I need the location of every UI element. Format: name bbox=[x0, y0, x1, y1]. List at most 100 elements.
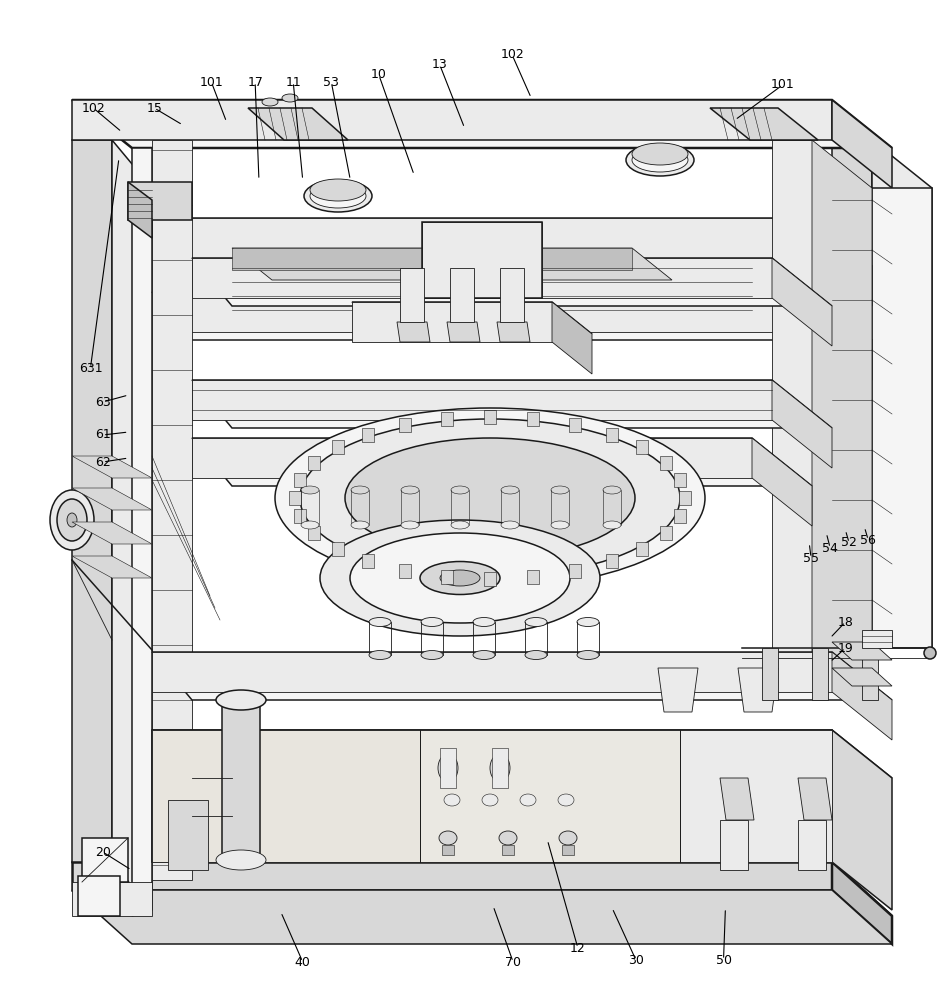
Polygon shape bbox=[812, 648, 828, 700]
Ellipse shape bbox=[345, 438, 635, 558]
Polygon shape bbox=[832, 668, 892, 686]
Polygon shape bbox=[680, 730, 832, 862]
Text: 40: 40 bbox=[295, 956, 310, 968]
Polygon shape bbox=[397, 322, 430, 342]
Polygon shape bbox=[862, 648, 878, 700]
Ellipse shape bbox=[216, 690, 266, 710]
Ellipse shape bbox=[559, 831, 577, 845]
Polygon shape bbox=[152, 730, 892, 778]
Bar bbox=[422, 222, 542, 298]
Bar bbox=[562, 845, 574, 855]
Ellipse shape bbox=[421, 650, 443, 660]
Polygon shape bbox=[128, 182, 192, 220]
Bar bbox=[331, 440, 344, 454]
Bar bbox=[679, 491, 691, 505]
Bar bbox=[527, 412, 540, 426]
Text: 19: 19 bbox=[838, 642, 853, 654]
Ellipse shape bbox=[320, 520, 600, 636]
Bar bbox=[568, 418, 581, 432]
Ellipse shape bbox=[451, 521, 469, 529]
Ellipse shape bbox=[350, 533, 570, 623]
Polygon shape bbox=[738, 668, 778, 712]
Text: 50: 50 bbox=[716, 954, 731, 966]
Ellipse shape bbox=[473, 650, 495, 660]
Text: 70: 70 bbox=[506, 956, 521, 968]
Ellipse shape bbox=[310, 184, 366, 208]
Polygon shape bbox=[812, 140, 872, 708]
Polygon shape bbox=[72, 862, 892, 916]
Polygon shape bbox=[192, 438, 812, 486]
Bar bbox=[500, 268, 524, 322]
Bar bbox=[674, 473, 686, 487]
Polygon shape bbox=[762, 648, 778, 700]
Ellipse shape bbox=[444, 794, 460, 806]
Bar bbox=[363, 554, 374, 568]
Text: 20: 20 bbox=[95, 846, 110, 858]
Bar bbox=[527, 570, 540, 584]
Ellipse shape bbox=[632, 143, 688, 165]
Bar bbox=[363, 428, 374, 442]
Ellipse shape bbox=[369, 617, 391, 626]
Polygon shape bbox=[420, 730, 680, 862]
Bar bbox=[441, 412, 452, 426]
Polygon shape bbox=[658, 668, 698, 712]
Bar bbox=[660, 526, 672, 540]
Bar bbox=[660, 456, 672, 470]
Polygon shape bbox=[720, 820, 748, 870]
Polygon shape bbox=[232, 248, 632, 270]
Polygon shape bbox=[447, 322, 480, 342]
Text: 10: 10 bbox=[371, 68, 387, 82]
Polygon shape bbox=[832, 100, 892, 188]
Polygon shape bbox=[152, 218, 872, 266]
Ellipse shape bbox=[421, 617, 443, 626]
Ellipse shape bbox=[275, 408, 705, 588]
Polygon shape bbox=[72, 556, 152, 578]
Text: 11: 11 bbox=[286, 76, 301, 89]
Ellipse shape bbox=[551, 521, 569, 529]
Text: 54: 54 bbox=[823, 542, 838, 554]
Bar bbox=[637, 542, 648, 556]
Bar bbox=[400, 418, 411, 432]
Polygon shape bbox=[812, 218, 872, 306]
Polygon shape bbox=[772, 380, 832, 468]
Text: 52: 52 bbox=[842, 536, 857, 550]
Polygon shape bbox=[128, 182, 152, 238]
Ellipse shape bbox=[351, 521, 369, 529]
Ellipse shape bbox=[50, 490, 94, 550]
Polygon shape bbox=[352, 302, 552, 342]
Ellipse shape bbox=[438, 754, 458, 782]
Bar bbox=[605, 554, 618, 568]
Polygon shape bbox=[152, 652, 832, 692]
Bar bbox=[637, 440, 648, 454]
Ellipse shape bbox=[420, 562, 500, 594]
Polygon shape bbox=[72, 862, 832, 890]
Polygon shape bbox=[152, 730, 420, 862]
Ellipse shape bbox=[577, 617, 599, 626]
Ellipse shape bbox=[482, 794, 498, 806]
Ellipse shape bbox=[301, 521, 319, 529]
Ellipse shape bbox=[301, 486, 319, 494]
Polygon shape bbox=[772, 258, 832, 346]
Text: 61: 61 bbox=[95, 428, 110, 442]
Ellipse shape bbox=[401, 521, 419, 529]
Ellipse shape bbox=[577, 650, 599, 660]
Polygon shape bbox=[152, 292, 812, 332]
Polygon shape bbox=[192, 380, 832, 428]
Ellipse shape bbox=[262, 98, 278, 106]
Polygon shape bbox=[152, 218, 812, 258]
Ellipse shape bbox=[67, 513, 77, 527]
Polygon shape bbox=[832, 862, 892, 944]
Ellipse shape bbox=[603, 521, 621, 529]
Text: 12: 12 bbox=[570, 942, 585, 954]
Ellipse shape bbox=[603, 486, 621, 494]
Polygon shape bbox=[72, 882, 152, 916]
Ellipse shape bbox=[501, 521, 519, 529]
Text: 101: 101 bbox=[771, 79, 794, 92]
Polygon shape bbox=[832, 642, 892, 660]
Bar bbox=[484, 410, 496, 424]
Polygon shape bbox=[152, 652, 892, 700]
Ellipse shape bbox=[632, 148, 688, 172]
Polygon shape bbox=[832, 652, 892, 740]
Text: 53: 53 bbox=[324, 76, 339, 89]
Bar bbox=[605, 428, 618, 442]
